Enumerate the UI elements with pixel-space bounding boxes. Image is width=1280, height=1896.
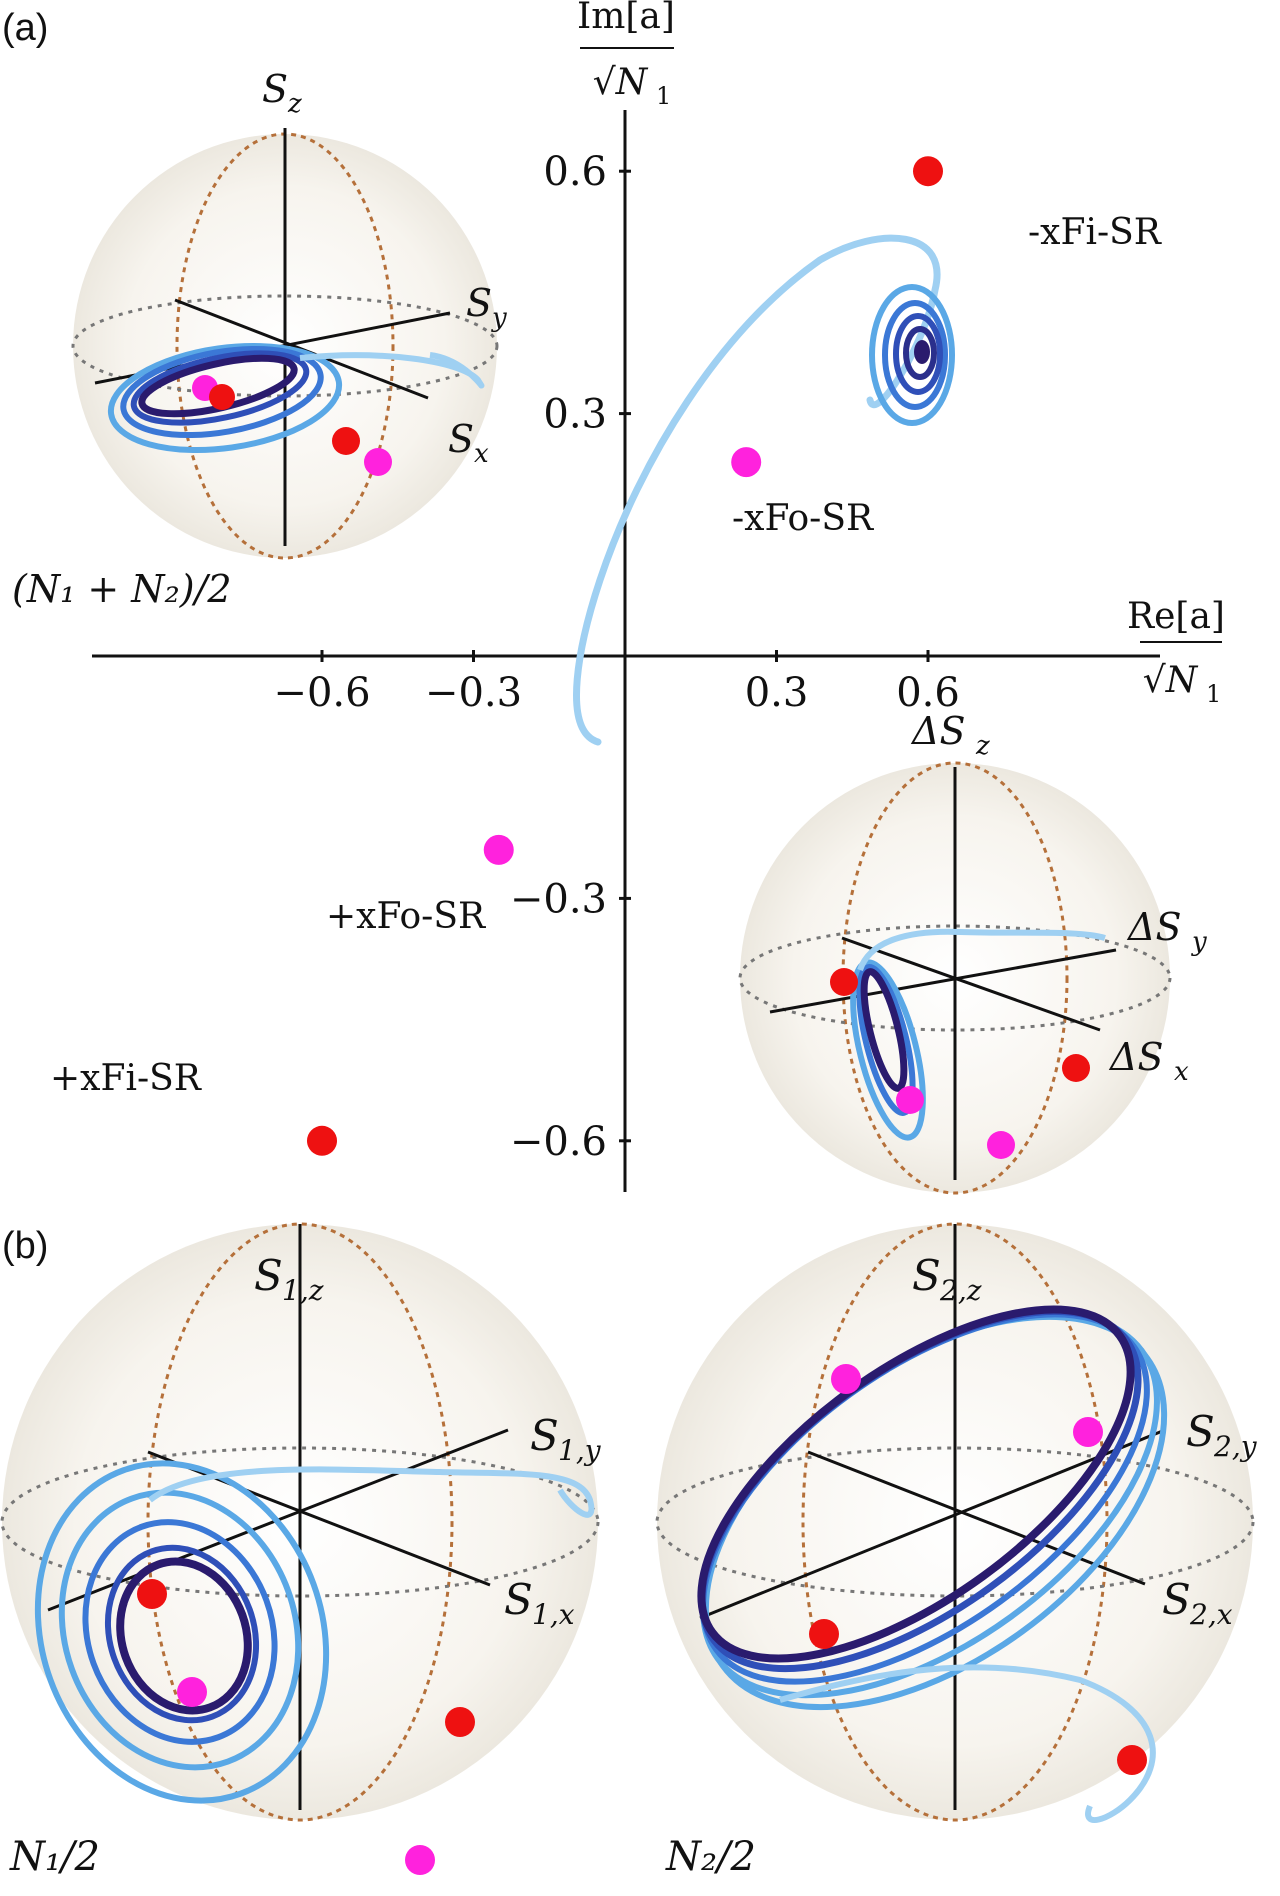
svg-text:1,z: 1,z bbox=[282, 1274, 324, 1307]
sum-radius-label: (N₁ + N₂)/2 bbox=[12, 567, 232, 611]
diff-y-label: ΔS bbox=[1126, 905, 1181, 949]
svg-text:2,y: 2,y bbox=[1213, 1430, 1258, 1463]
phase-point-+xFi-SR bbox=[307, 1125, 337, 1156]
x-axis-denominator-sub: 1 bbox=[1206, 680, 1221, 708]
svg-text:1,y: 1,y bbox=[558, 1434, 602, 1467]
x-tick-label: −0.6 bbox=[273, 670, 370, 716]
phase-point-+xFo-SR bbox=[483, 834, 514, 865]
s1-z-label: S bbox=[254, 1251, 283, 1300]
y-axis-label: Im[a] bbox=[577, 0, 675, 37]
phase-points bbox=[307, 156, 943, 1156]
phase-plot: −0.6 −0.3 0.3 0.60.60.3−0.3−0.6 Re[a] √N 1 … bbox=[50, 0, 1225, 1192]
diff-z-label: ΔS bbox=[910, 709, 965, 753]
sphere-sum: S z S y S x (N₁ + N₂)/2 bbox=[12, 67, 507, 611]
svg-text:z: z bbox=[287, 89, 302, 119]
panel-label-b: (b) bbox=[2, 1225, 48, 1267]
sphere-s1: S 1,z S 1,y S 1,x N₁/2 bbox=[0, 1222, 602, 1880]
sum-z-label: S bbox=[262, 67, 288, 111]
x-tick-label: −0.3 bbox=[425, 670, 522, 716]
label-mxFoSR: -xFo-SR bbox=[732, 498, 874, 539]
s2-y-label: S bbox=[1186, 1407, 1215, 1456]
svg-text:x: x bbox=[1174, 1057, 1189, 1087]
s1-x-label: S bbox=[504, 1575, 533, 1624]
s1-y-label: S bbox=[530, 1411, 559, 1460]
y-tick-label: 0.6 bbox=[543, 149, 607, 195]
panel-label-a: (a) bbox=[2, 7, 48, 49]
y-axis-denominator: √N bbox=[593, 62, 649, 103]
s1-radius-label: N₁/2 bbox=[9, 1834, 100, 1880]
x-tick-label: 0.6 bbox=[896, 670, 960, 716]
label-mxFiSR: -xFi-SR bbox=[1028, 212, 1162, 253]
svg-text:1,x: 1,x bbox=[532, 1598, 575, 1631]
diff-x-label: ΔS bbox=[1108, 1035, 1163, 1079]
x-axis-label: Re[a] bbox=[1127, 596, 1225, 637]
x-axis-denominator: √N bbox=[1143, 660, 1199, 701]
label-pxFiSR: +xFi-SR bbox=[50, 1058, 202, 1099]
svg-text:y: y bbox=[1191, 927, 1207, 957]
svg-text:z: z bbox=[975, 731, 990, 761]
sphere-diff: ΔS z ΔS y ΔS x bbox=[738, 709, 1207, 1195]
sum-x-label: S bbox=[448, 417, 474, 461]
tick-group: −0.6 −0.3 0.3 0.6 0.6 0.3 −0.3 −0.6 bbox=[273, 149, 959, 1165]
s2-radius-label: N₂/2 bbox=[665, 1834, 756, 1880]
phase-point--xFo-SR bbox=[731, 447, 762, 478]
phase-point--xFi-SR bbox=[913, 156, 943, 187]
y-tick-label: −0.3 bbox=[510, 876, 607, 922]
y-axis-denominator-sub: 1 bbox=[656, 82, 671, 110]
phase-spiral bbox=[869, 284, 955, 426]
svg-text:2,z: 2,z bbox=[939, 1274, 982, 1307]
s2-z-label: S bbox=[912, 1251, 941, 1300]
svg-text:2,x: 2,x bbox=[1189, 1598, 1233, 1631]
sum-y-label: S bbox=[466, 281, 492, 325]
svg-text:y: y bbox=[491, 303, 507, 333]
y-tick-label: −0.6 bbox=[510, 1119, 607, 1165]
x-tick-label: 0.3 bbox=[745, 670, 809, 716]
label-pxFoSR: +xFo-SR bbox=[326, 896, 486, 937]
svg-text:x: x bbox=[474, 439, 489, 469]
y-tick-label: 0.3 bbox=[543, 392, 607, 438]
s2-x-label: S bbox=[1162, 1575, 1191, 1624]
sphere-s2: S 2,z S 2,y S 2,x N₂/2 bbox=[655, 1222, 1258, 1880]
